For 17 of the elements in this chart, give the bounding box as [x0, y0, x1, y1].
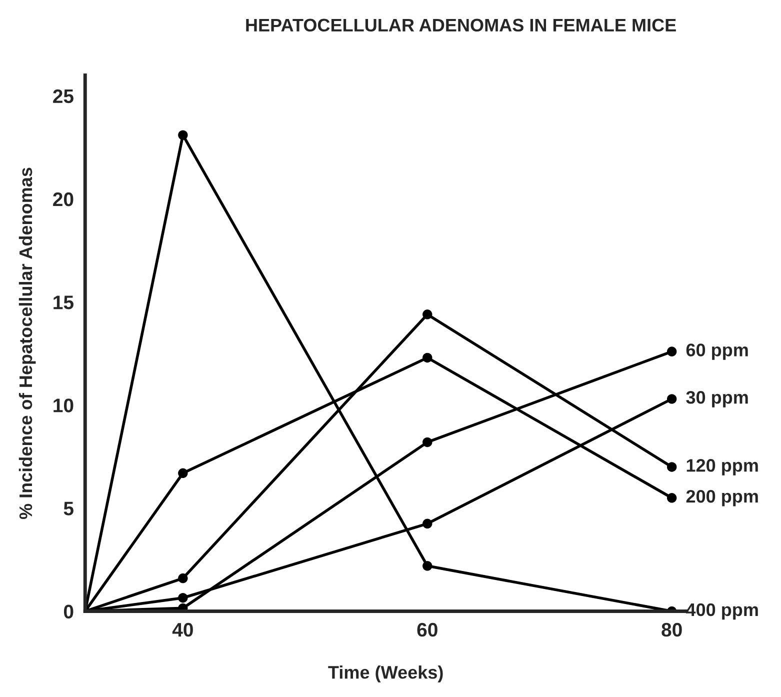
series-label: 60 ppm [686, 344, 748, 360]
y-tick-label: 20 [53, 192, 74, 206]
y-tick-label: 15 [54, 296, 74, 310]
y-tick-label: 5 [64, 502, 74, 516]
series-label: 120 ppm [686, 459, 758, 476]
x-axis-title: Time (Weeks) [328, 666, 443, 682]
x-tick-label: 40 [172, 622, 193, 637]
chart-title: HEPATOCELLULAR ADENOMAS IN FEMALE MICE [246, 18, 676, 32]
y-tick-label: 25 [53, 89, 74, 104]
y-axis-title: % Incidence of Hepatocellular Adenomas [18, 168, 36, 520]
series-label: 30 ppm [686, 390, 748, 408]
x-tick-label: 80 [662, 622, 682, 637]
series-label: 400 ppm [686, 603, 758, 620]
series-label: 200 ppm [686, 490, 758, 506]
y-tick-label: 0 [64, 604, 74, 619]
x-tick-label: 60 [417, 622, 438, 637]
y-tick-label: 10 [54, 398, 74, 412]
